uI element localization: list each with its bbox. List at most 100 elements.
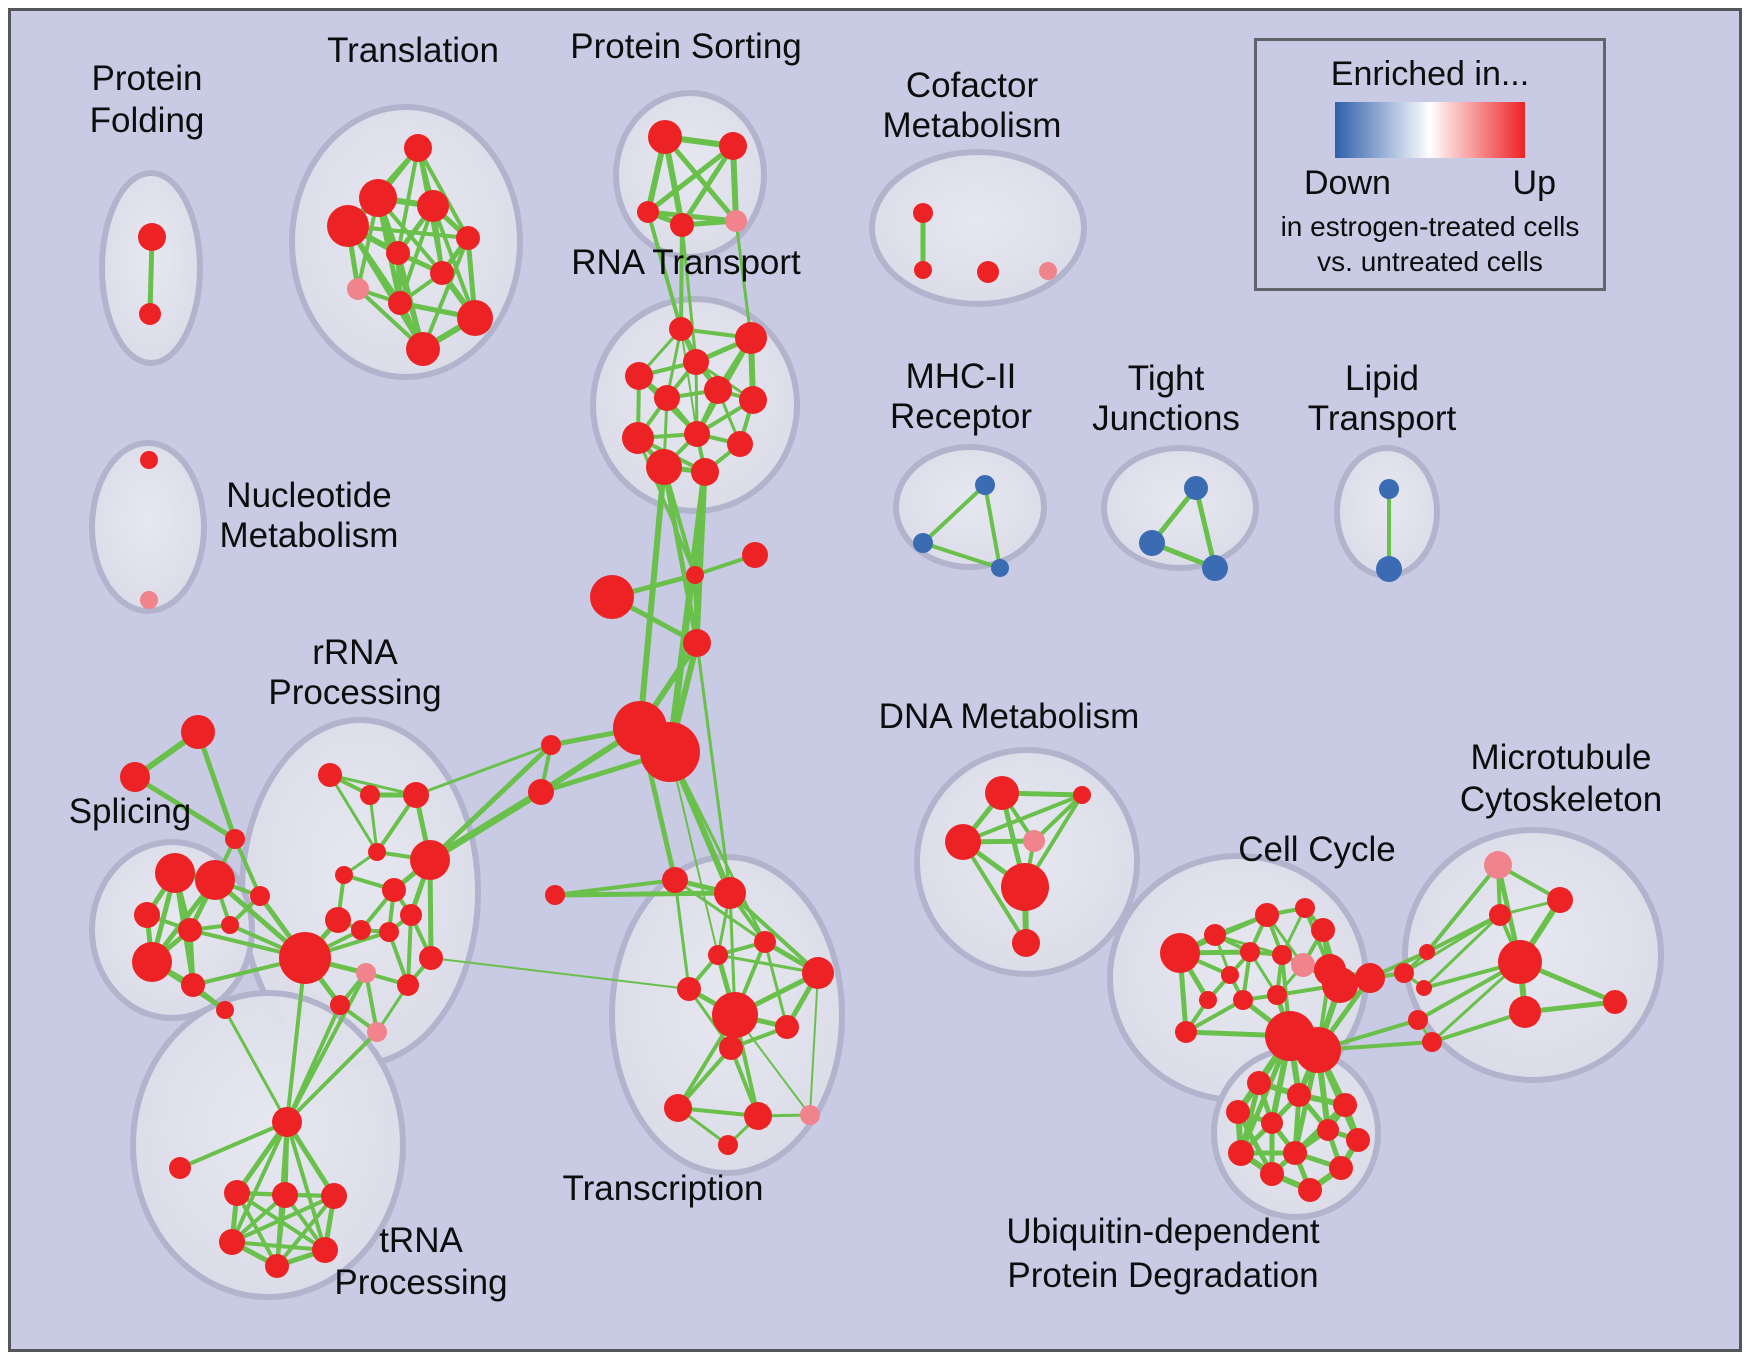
gene-set-node[interactable] — [1267, 985, 1287, 1005]
gene-set-node[interactable] — [1287, 1083, 1311, 1107]
gene-set-node[interactable] — [800, 1105, 820, 1125]
gene-set-node[interactable] — [727, 431, 753, 457]
gene-set-node[interactable] — [1346, 1128, 1370, 1152]
gene-set-node[interactable] — [1317, 1119, 1339, 1141]
gene-set-node[interactable] — [1012, 929, 1040, 957]
gene-set-node[interactable] — [1204, 924, 1226, 946]
gene-set-node[interactable] — [1416, 980, 1432, 996]
gene-set-node[interactable] — [1603, 990, 1627, 1014]
gene-set-node[interactable] — [367, 1022, 387, 1042]
gene-set-node[interactable] — [417, 190, 449, 222]
gene-set-node[interactable] — [754, 931, 776, 953]
gene-set-node[interactable] — [1247, 1071, 1271, 1095]
gene-set-node[interactable] — [1422, 1032, 1442, 1052]
gene-set-node[interactable] — [406, 332, 440, 366]
gene-set-node[interactable] — [1260, 1162, 1284, 1186]
gene-set-node[interactable] — [704, 376, 732, 404]
gene-set-node[interactable] — [775, 1015, 799, 1039]
gene-set-node[interactable] — [1175, 1021, 1197, 1043]
gene-set-node[interactable] — [360, 785, 380, 805]
gene-set-node[interactable] — [1322, 967, 1358, 1003]
gene-set-node[interactable] — [410, 840, 450, 880]
gene-set-node[interactable] — [1233, 990, 1253, 1010]
gene-set-node[interactable] — [457, 300, 493, 336]
gene-set-node[interactable] — [725, 210, 747, 232]
gene-set-node[interactable] — [1489, 904, 1511, 926]
gene-set-node[interactable] — [216, 1001, 234, 1019]
gene-set-node[interactable] — [386, 241, 410, 265]
gene-set-node[interactable] — [279, 932, 331, 984]
gene-set-node[interactable] — [637, 201, 659, 223]
gene-set-node[interactable] — [120, 762, 150, 792]
gene-set-node[interactable] — [541, 735, 561, 755]
gene-set-node[interactable] — [977, 261, 999, 283]
gene-set-node[interactable] — [379, 922, 399, 942]
gene-set-node[interactable] — [684, 421, 710, 447]
gene-set-node[interactable] — [1498, 940, 1542, 984]
gene-set-node[interactable] — [335, 866, 353, 884]
gene-set-node[interactable] — [138, 223, 166, 251]
gene-set-node[interactable] — [622, 422, 654, 454]
gene-set-node[interactable] — [1295, 898, 1315, 918]
gene-set-node[interactable] — [1202, 555, 1228, 581]
gene-set-node[interactable] — [1039, 262, 1057, 280]
gene-set-node[interactable] — [914, 261, 932, 279]
gene-set-node[interactable] — [140, 451, 158, 469]
gene-set-node[interactable] — [1221, 966, 1239, 984]
gene-set-node[interactable] — [985, 776, 1019, 810]
gene-set-node[interactable] — [265, 1254, 289, 1278]
gene-set-node[interactable] — [1255, 903, 1279, 927]
gene-set-node[interactable] — [1160, 933, 1200, 973]
gene-set-node[interactable] — [272, 1107, 302, 1137]
gene-set-node[interactable] — [718, 1135, 738, 1155]
gene-set-node[interactable] — [1199, 991, 1217, 1009]
gene-set-node[interactable] — [640, 722, 700, 782]
gene-set-node[interactable] — [327, 205, 369, 247]
gene-set-node[interactable] — [139, 303, 161, 325]
gene-set-node[interactable] — [686, 566, 704, 584]
gene-set-node[interactable] — [1295, 1027, 1341, 1073]
gene-set-node[interactable] — [132, 942, 172, 982]
gene-set-node[interactable] — [1298, 1178, 1322, 1202]
gene-set-node[interactable] — [735, 322, 767, 354]
gene-set-node[interactable] — [430, 261, 454, 285]
gene-set-node[interactable] — [683, 349, 709, 375]
gene-set-node[interactable] — [1509, 996, 1541, 1028]
gene-set-node[interactable] — [1226, 1100, 1250, 1124]
gene-set-node[interactable] — [714, 877, 746, 909]
gene-set-node[interactable] — [742, 542, 768, 568]
gene-set-node[interactable] — [683, 629, 711, 657]
gene-set-node[interactable] — [691, 458, 719, 486]
gene-set-node[interactable] — [1184, 476, 1208, 500]
gene-set-node[interactable] — [712, 992, 758, 1038]
gene-set-node[interactable] — [991, 559, 1009, 577]
gene-set-node[interactable] — [1394, 963, 1414, 983]
gene-set-node[interactable] — [347, 278, 369, 300]
gene-set-node[interactable] — [669, 317, 693, 341]
gene-set-node[interactable] — [1376, 556, 1402, 582]
gene-set-node[interactable] — [1333, 1093, 1357, 1117]
gene-set-node[interactable] — [1419, 944, 1435, 960]
gene-set-node[interactable] — [1261, 1112, 1283, 1134]
gene-set-node[interactable] — [975, 475, 995, 495]
gene-set-node[interactable] — [739, 386, 767, 414]
gene-set-node[interactable] — [225, 829, 245, 849]
gene-set-node[interactable] — [646, 449, 682, 485]
gene-set-node[interactable] — [744, 1102, 772, 1130]
gene-set-node[interactable] — [1240, 942, 1260, 962]
gene-set-node[interactable] — [134, 902, 160, 928]
gene-set-node[interactable] — [155, 853, 195, 893]
gene-set-node[interactable] — [662, 867, 688, 893]
gene-set-node[interactable] — [1311, 918, 1335, 942]
gene-set-node[interactable] — [1139, 530, 1165, 556]
gene-set-node[interactable] — [419, 946, 443, 970]
gene-set-node[interactable] — [648, 120, 682, 154]
gene-set-node[interactable] — [359, 179, 397, 217]
gene-set-node[interactable] — [590, 575, 634, 619]
gene-set-node[interactable] — [330, 995, 350, 1015]
gene-set-node[interactable] — [945, 824, 981, 860]
gene-set-node[interactable] — [140, 591, 158, 609]
gene-set-node[interactable] — [397, 974, 419, 996]
gene-set-node[interactable] — [321, 1183, 347, 1209]
gene-set-node[interactable] — [545, 885, 565, 905]
